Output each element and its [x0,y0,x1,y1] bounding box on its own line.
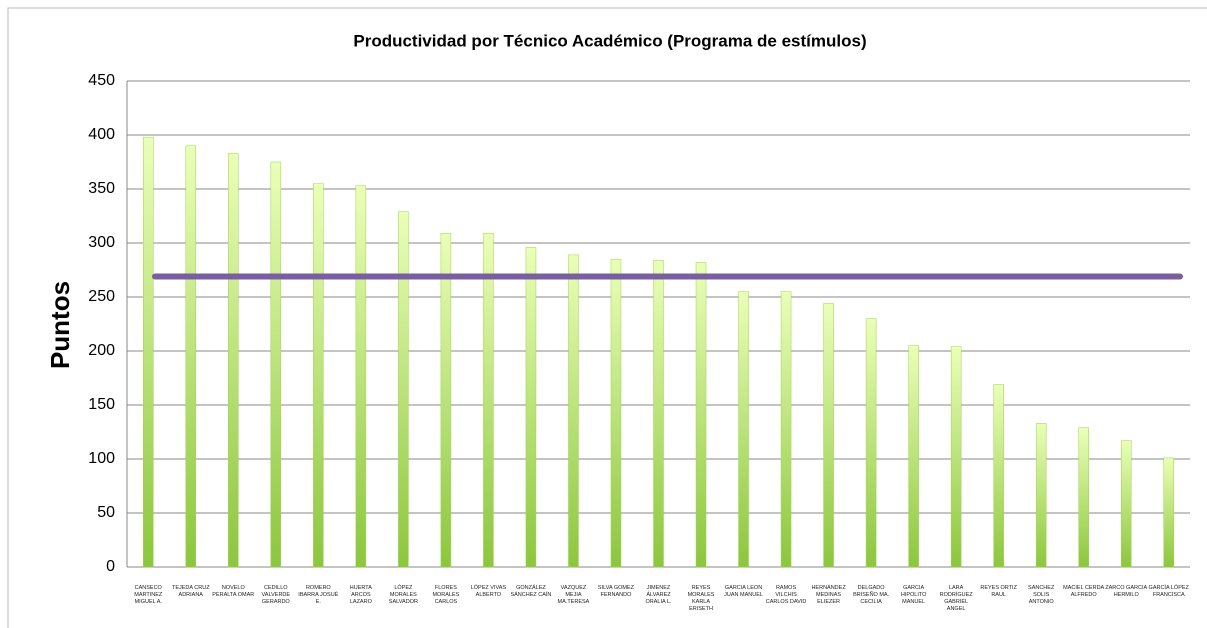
y-tick-label: 450 [88,72,115,89]
x-tick-label: GARCIA HIPOLITO MANUEL [900,585,927,605]
x-tick-label: TEJEDA CRUZ ADRIANA [171,585,210,598]
chart-title: Productividad por Técnico Académico (Pro… [353,31,866,50]
bar [228,153,239,568]
bar [568,254,579,568]
bar [483,233,494,568]
bar [610,258,622,568]
bar [695,262,707,568]
x-tick-label: SANCHEZ SOLIS ANTONIO [1028,585,1055,605]
x-tick-label: REYES ORTIZ RAUL [980,585,1017,598]
x-tick-label: GONZÁLEZ SÁNCHEZ CAÍN [510,585,552,598]
x-tick-label: NOVELO PERALTA OMAR [212,585,255,598]
bar [185,145,197,568]
bar [270,161,282,568]
y-tick-label: 150 [88,396,115,413]
x-tick-label: CANSECO MARTINEZ MIGUEL A. [134,585,163,605]
x-tick-label: REYES MORALES KARLA ERISETH [687,585,715,612]
y-tick-label: 200 [88,342,115,359]
x-tick-label: MACIEL CERDA ALFREDO [1063,585,1105,598]
bar [143,136,154,568]
y-tick-label: 300 [88,234,115,251]
bar [1035,423,1047,568]
x-tick-label: HERNÁNDEZ MEDINAS ELIEZER [811,585,846,605]
bar [738,291,749,568]
bar [398,211,409,568]
bar [865,318,877,568]
y-tick-label: 350 [88,180,115,197]
x-tick-label: CEDILLO VALVERDE GERARDO [261,585,291,605]
x-tick-label: VAZQUEZ MEJIA MA.TERESA [557,585,590,605]
y-tick-label: 100 [88,450,115,467]
bar [823,303,834,568]
bar [653,260,664,568]
bar [1078,427,1089,568]
x-tick-label: GARCÍA LÓPEZ FRANCISCA [1148,585,1189,598]
x-tick-label: HUERTA ARCOS LAZARO [349,585,372,605]
x-tick-label: RAMOS VILCHIS CARLOS DAVID [765,585,807,605]
x-tick-label: ZARCO GARCIA HERMILO [1105,585,1148,598]
bar [1163,457,1174,568]
x-tick-label: LÓPEZ MORALES SALVADOR [388,585,418,605]
x-tick-label: SILVA GOMEZ FERNANDO [597,585,635,598]
x-tick-label: LÓPEZ VIVAS ALBERTO [470,585,507,598]
bar [950,346,962,568]
y-tick-label: 400 [88,126,115,143]
y-tick-label: 250 [88,288,115,305]
x-tick-label: DELGADO BRISEÑO MA. CECILIA [853,585,890,605]
bar [993,384,1004,568]
y-tick-label: 50 [97,504,115,521]
x-tick-label: LARA RODRÍGUEZ GABRIEL ANGEL [939,585,973,612]
x-tick-label: FLORES MORALES CARLOS [432,585,460,605]
x-tick-label: JIMENEZ ÁLVAREZ ORALIA L. [645,585,672,605]
y-axis-label: Puntos [45,281,75,369]
frame [7,7,1207,628]
y-tick-label: 0 [106,558,115,575]
bar [1120,440,1132,568]
x-tick-label: GARCIA LEON JUAN MANUEL [724,585,763,598]
bar [313,183,324,568]
bar [440,233,452,568]
x-tick-label: ROMERO IBARRA JOSUÉ E. [298,585,339,605]
bar [525,247,537,568]
bar [355,185,367,568]
bar [908,345,919,568]
bar [780,291,792,568]
